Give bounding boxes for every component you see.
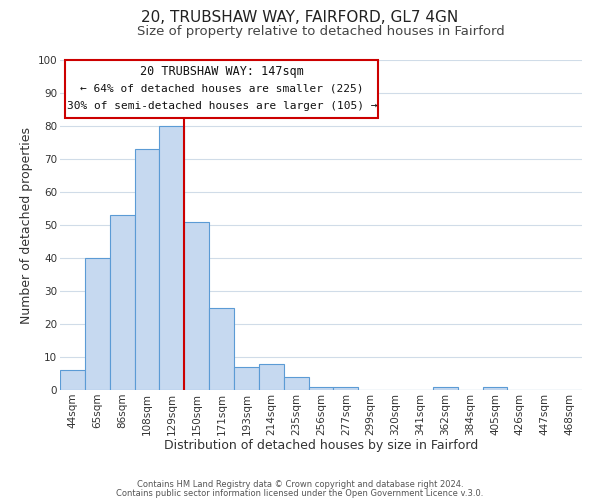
Bar (259, 364, 284, 390)
Bar (334, 386, 358, 390)
FancyBboxPatch shape (65, 60, 379, 118)
Text: 30% of semi-detached houses are larger (105) →: 30% of semi-detached houses are larger (… (67, 101, 377, 111)
Text: 20 TRUBSHAW WAY: 147sqm: 20 TRUBSHAW WAY: 147sqm (140, 65, 304, 78)
Bar (110, 215, 134, 390)
Title: Size of property relative to detached houses in Fairford: Size of property relative to detached ho… (137, 25, 505, 38)
Bar (433, 386, 458, 390)
Text: Contains public sector information licensed under the Open Government Licence v.: Contains public sector information licen… (116, 489, 484, 498)
Bar (284, 377, 308, 390)
Text: 20, TRUBSHAW WAY, FAIRFORD, GL7 4GN: 20, TRUBSHAW WAY, FAIRFORD, GL7 4GN (142, 10, 458, 25)
Y-axis label: Number of detached properties: Number of detached properties (20, 126, 34, 324)
X-axis label: Distribution of detached houses by size in Fairford: Distribution of detached houses by size … (164, 439, 478, 452)
Bar (134, 149, 160, 390)
Bar (85, 258, 110, 390)
Bar (209, 308, 234, 390)
Bar (160, 126, 184, 390)
Text: Contains HM Land Registry data © Crown copyright and database right 2024.: Contains HM Land Registry data © Crown c… (137, 480, 463, 489)
Text: ← 64% of detached houses are smaller (225): ← 64% of detached houses are smaller (22… (80, 84, 364, 94)
Bar (308, 386, 334, 390)
Bar (184, 222, 209, 390)
Bar (482, 386, 508, 390)
Bar (234, 367, 259, 390)
Bar (60, 370, 85, 390)
